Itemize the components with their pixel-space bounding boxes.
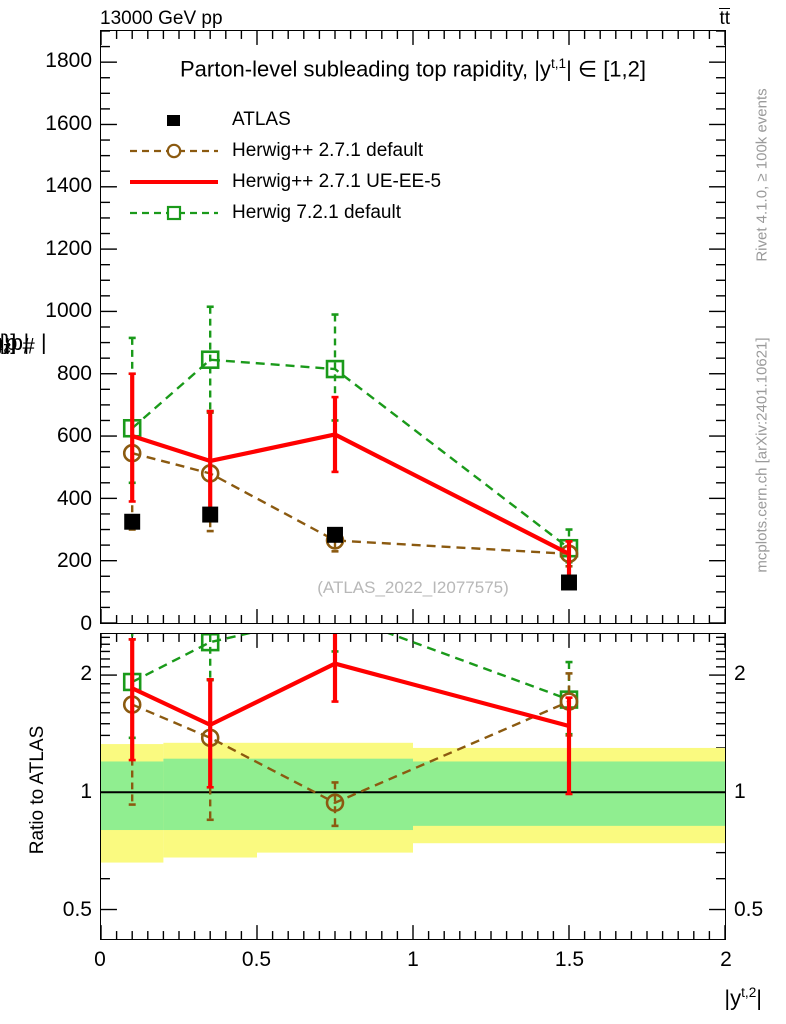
x-axis-title-p2: | [756, 985, 762, 1011]
plot-title-superscript: t,1 [550, 56, 567, 71]
ratio-panel [100, 633, 726, 940]
series-herwigpp-default-main [122, 372, 579, 568]
main-y-tick-1000: 1000 [45, 299, 92, 323]
ratio-y-tick-1: 1 [80, 780, 92, 804]
legend-entry-herwigpp-ueee5[interactable]: Herwig++ 2.7.1 UE-EE-5 [126, 166, 441, 197]
x-tick-1.5: 1.5 [554, 948, 585, 971]
ratio-y-tick-0.5: 0.5 [62, 898, 92, 922]
ratio-inner-band [101, 758, 725, 831]
process-label: tt [719, 8, 730, 30]
ratio-y-tick-right-2: 2 [734, 662, 746, 686]
series-herwig721-ratio [122, 634, 579, 740]
atlas-data-point [561, 574, 577, 591]
main-y-tick-400: 400 [56, 486, 92, 510]
plot-title-tail: | ∈ [1,2] [566, 56, 647, 82]
main-plot-canvas [101, 31, 725, 623]
data-point-circle [325, 793, 345, 813]
legend: ATLAS Herwig++ 2.7.1 default Herwig++ 2.… [126, 104, 441, 228]
main-y-tick-1400: 1400 [45, 174, 92, 198]
page-title: Parton-level subleading top rapidity, |y… [100, 56, 726, 82]
legend-swatch-atlas [126, 107, 222, 133]
main-y-tick-600: 600 [56, 424, 92, 448]
main-y-tick-1600: 1600 [45, 111, 92, 135]
series-herwig721-main [122, 305, 579, 564]
x-tick-2: 2 [720, 948, 732, 971]
x-tick-1: 1 [407, 948, 419, 971]
legend-label-herwigpp-default: Herwig++ 2.7.1 default [232, 139, 424, 161]
legend-label-herwigpp-ueee5: Herwig++ 2.7.1 UE-EE-5 [232, 170, 442, 192]
main-y-tick-1200: 1200 [45, 236, 92, 260]
atlas-data-point [202, 506, 219, 523]
x-tick-0.5: 0.5 [241, 948, 272, 971]
ratio-y-tick-2: 2 [80, 662, 92, 686]
x-tick-0: 0 [94, 948, 106, 971]
series-herwigpp-ueee5-main [128, 372, 573, 579]
main-y-tick-0: 0 [80, 612, 92, 635]
ttbar-symbol: tt [719, 8, 730, 29]
x-axis-title-p1: |y [724, 985, 742, 1011]
atlas-data-point [124, 513, 141, 530]
main-y-tick-800: 800 [56, 361, 92, 385]
y-axis-title-p3: | # [{fb}] [0, 333, 47, 359]
rivet-version-text: Rivet 4.1.0, ≥ 100k events [753, 88, 771, 262]
data-point-square [200, 634, 220, 652]
main-plot-panel [100, 30, 726, 624]
atlas-data-point [327, 526, 343, 543]
data-point-square [325, 359, 345, 379]
legend-label-herwig721: Herwig 7.2.1 default [232, 201, 401, 223]
ratio-y-tick-right-1: 1 [734, 780, 746, 804]
plot-title-text: Parton-level subleading top rapidity, |y [179, 56, 551, 82]
legend-entry-herwig721[interactable]: Herwig 7.2.1 default [126, 197, 441, 228]
mcplots-reference-text: mcplots.cern.ch [arXiv:2401.10621] [753, 337, 771, 573]
x-axis-title-sup: t,2 [741, 985, 757, 1000]
ratio-y-tick-right-0.5: 0.5 [734, 898, 764, 922]
main-y-tick-200: 200 [56, 549, 92, 573]
series-atlas-main [124, 506, 577, 591]
legend-entry-herwigpp-default[interactable]: Herwig++ 2.7.1 default [126, 135, 441, 166]
legend-swatch-herwigpp-ueee5 [126, 169, 222, 195]
data-point-square [200, 350, 220, 369]
main-y-tick-1800: 1800 [45, 49, 92, 73]
legend-entry-atlas[interactable]: ATLAS [126, 104, 441, 135]
x-axis-title: |yt,2| [724, 985, 762, 1011]
legend-swatch-herwigpp-default [126, 138, 222, 164]
analysis-watermark: (ATLAS_2022_I2077575) [317, 578, 509, 597]
legend-label-atlas: ATLAS [232, 108, 291, 130]
series-herwigpp-ueee5-ratio [128, 634, 573, 796]
beam-energy-label: 13000 GeV pp [100, 8, 223, 29]
ratio-plot-canvas [101, 634, 725, 939]
legend-swatch-herwig721 [126, 200, 222, 226]
